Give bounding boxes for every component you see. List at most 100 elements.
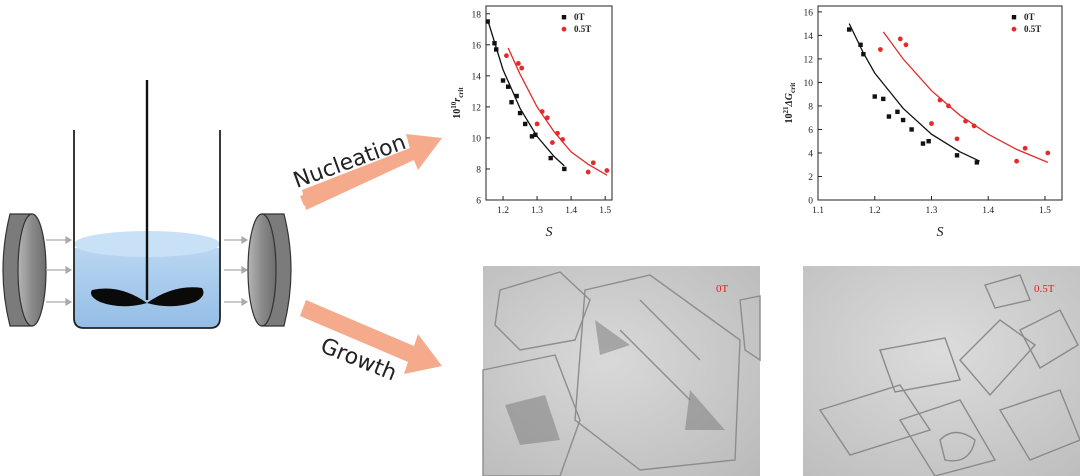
y-tick-label: 18 <box>472 10 482 20</box>
data-point-0T <box>847 27 852 32</box>
data-point-0T <box>562 166 567 172</box>
x-tick-label: 1.5 <box>1039 206 1051 216</box>
data-point-0.5T <box>963 118 968 124</box>
y-tick-label: 0 <box>808 197 813 207</box>
legend-marker-0.5T <box>1011 26 1017 32</box>
data-point-0.5T <box>585 169 591 175</box>
micrograph-05T: 0.5T <box>803 266 1080 476</box>
data-point-0T <box>492 41 497 46</box>
data-point-0.5T <box>1014 158 1020 164</box>
data-point-0T <box>881 96 886 102</box>
data-point-0T <box>494 47 499 52</box>
fit-curve-0T <box>848 23 980 162</box>
y-tick-label: 6 <box>476 197 481 207</box>
data-point-0.5T <box>504 53 509 59</box>
magnet-pole-right-icon <box>247 213 292 327</box>
data-point-0.5T <box>954 136 960 142</box>
data-point-0.5T <box>937 97 943 103</box>
y-tick-label: 4 <box>808 149 813 159</box>
data-point-0.5T <box>550 140 555 145</box>
x-tick-label: 1.1 <box>812 206 824 216</box>
y-tick-label: 10 <box>804 79 814 89</box>
data-point-0.5T <box>590 160 596 166</box>
stirrer-impeller-icon <box>91 80 204 307</box>
data-point-0T <box>500 78 506 83</box>
y-tick-label: 12 <box>804 55 814 65</box>
legend-label-0T: 0T <box>574 12 585 22</box>
legend-marker-0T <box>561 15 567 20</box>
fit-curve-0.5T <box>507 47 608 176</box>
data-point-0.5T <box>1045 150 1051 156</box>
y-tick-label: 8 <box>808 102 813 112</box>
data-point-0.5T <box>555 130 560 136</box>
legend-marker-0.5T <box>561 26 567 32</box>
data-point-0T <box>895 109 900 115</box>
data-point-0T <box>974 160 980 165</box>
data-point-0T <box>872 94 877 99</box>
y-tick-label: 8 <box>476 165 481 175</box>
y-tick-label: 12 <box>472 103 482 113</box>
data-point-0T <box>517 110 523 116</box>
legend-label-0T: 0T <box>1024 12 1035 22</box>
y-tick-label: 14 <box>804 32 814 42</box>
data-point-0T <box>920 141 926 146</box>
micrograph-05T-label: 0.5T <box>1034 283 1055 295</box>
data-point-0.5T <box>971 123 977 129</box>
nucleation-arrow: Nucleation <box>290 130 442 210</box>
data-point-0.5T <box>515 61 521 66</box>
data-point-0T <box>954 153 960 158</box>
data-point-0.5T <box>560 137 566 142</box>
micrograph-0T-label: 0T <box>716 283 729 295</box>
data-point-0T <box>909 127 914 132</box>
data-point-0T <box>900 117 906 123</box>
chart-dgcrit: 1.1 1.2 1.3 1.4 1.5 0 2 4 6 8 10 12 14 16 S 1021ΔGcrit 0… <box>782 5 1063 240</box>
data-point-0.5T <box>534 121 540 127</box>
magnetic-field-lines-left <box>46 235 73 307</box>
x-axis-title: S <box>546 225 553 240</box>
data-point-0.5T <box>519 65 525 71</box>
data-point-0T <box>533 132 538 138</box>
y-axis-title: 1021ΔGcrit <box>782 82 797 124</box>
legend-marker-0T <box>1011 15 1017 20</box>
x-tick-label: 1.2 <box>869 206 881 216</box>
fit-curve-0T <box>487 19 565 167</box>
x-tick-label: 1.4 <box>982 206 994 216</box>
y-tick-label: 6 <box>808 126 813 136</box>
data-point-0.5T <box>539 109 545 114</box>
y-tick-label: 10 <box>472 134 482 144</box>
data-point-0.5T <box>878 47 883 52</box>
data-point-0T <box>485 19 490 24</box>
x-tick-label: 1.2 <box>497 206 509 216</box>
data-point-0.5T <box>1022 145 1028 151</box>
reactor-apparatus <box>2 80 292 329</box>
y-tick-label: 16 <box>804 8 814 18</box>
data-point-0T <box>548 155 553 161</box>
data-point-0T <box>886 114 892 119</box>
data-point-0T <box>522 121 528 127</box>
y-tick-label: 2 <box>808 173 813 183</box>
data-point-0T <box>926 139 931 144</box>
plot-frame <box>485 5 613 201</box>
legend-label-0.5T: 0.5T <box>1024 24 1041 34</box>
data-point-0.5T <box>604 168 610 173</box>
y-tick-label: 14 <box>472 72 482 82</box>
x-tick-label: 1.5 <box>599 206 611 216</box>
data-point-0.5T <box>903 42 909 48</box>
legend-label-0.5T: 0.5T <box>574 24 591 34</box>
y-axis-title: 1010rcrit <box>450 87 465 119</box>
y-tick-label: 16 <box>472 41 482 51</box>
data-point-0T <box>861 52 866 57</box>
data-point-0.5T <box>946 103 951 109</box>
data-point-0T <box>858 42 863 47</box>
data-point-0T <box>505 84 511 89</box>
data-point-0T <box>529 134 535 139</box>
x-tick-label: 1.3 <box>926 206 938 216</box>
chart-rcrit: 1.2 1.3 1.4 1.5 6 8 10 12 14 16 18 S 1010rcrit 0T 0.5T <box>450 5 613 240</box>
data-point-0.5T <box>929 121 934 126</box>
data-point-0.5T <box>897 36 903 42</box>
x-tick-label: 1.4 <box>565 206 577 216</box>
magnet-pole-left-icon <box>2 213 47 327</box>
micrograph-0T: 0T <box>482 266 761 476</box>
plot-frame <box>817 5 1063 201</box>
fit-curve-0.5T <box>882 31 1049 163</box>
